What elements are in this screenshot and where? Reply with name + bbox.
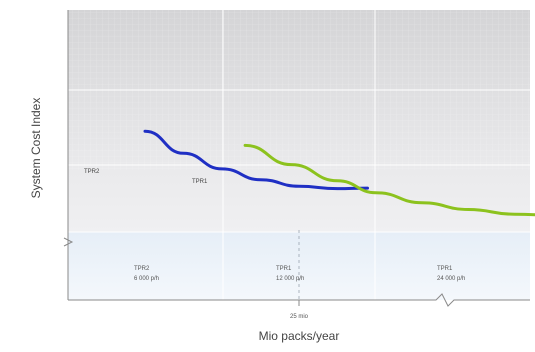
zone-rate: 24 000 p/h xyxy=(437,276,465,282)
y-axis-break xyxy=(63,237,74,247)
series-label-tpr2: TPR2 xyxy=(84,169,100,175)
x-axis-line xyxy=(68,293,530,307)
zone-rate: 6 000 p/h xyxy=(134,276,159,282)
y-axis-label: System Cost Index xyxy=(29,98,43,199)
zone-name: TPR2 xyxy=(134,266,150,272)
series-label-tpr1: TPR1 xyxy=(192,179,208,185)
x-axis-label: Mio packs/year xyxy=(259,329,340,343)
series-line-tpr1 xyxy=(243,143,535,217)
zone-name: TPR1 xyxy=(276,266,292,272)
zone-rate: 12 000 p/h xyxy=(276,276,304,282)
series-line-tpr2 xyxy=(143,129,369,191)
x-axis-marker-label: 25 mio xyxy=(290,314,309,320)
zone-name: TPR1 xyxy=(437,266,453,272)
